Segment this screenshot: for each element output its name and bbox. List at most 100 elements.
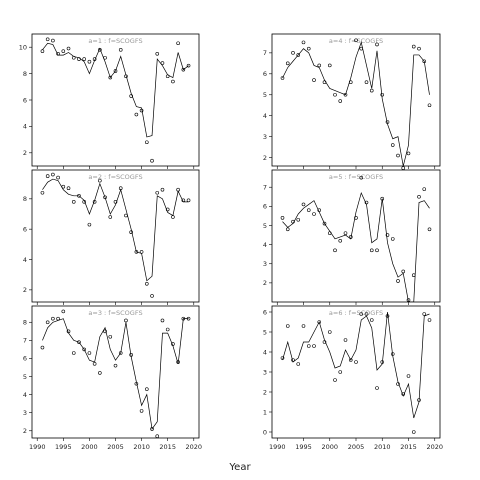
panel-6-ytick-label-5: 5 xyxy=(263,328,267,336)
panel-5-fit-line xyxy=(42,318,189,430)
panel-6-point-20 xyxy=(385,314,390,318)
panel-5-point-9 xyxy=(87,351,92,355)
panel-6-point-10 xyxy=(333,378,337,382)
panel-4-ytick-label-1: 3 xyxy=(263,260,267,268)
panel-6-point-19 xyxy=(380,360,385,364)
panel-6-point-2 xyxy=(291,358,295,362)
panel-6-point-4 xyxy=(301,324,306,328)
panel-6-title: a=6 : f=SCOGFS xyxy=(329,309,383,317)
panel-3: a=2 : f=SCOGFS 2 4 6 8 xyxy=(23,169,200,305)
panel-5-point-21 xyxy=(150,427,154,431)
x-axis-title: Year xyxy=(228,462,251,473)
panel-1-ytick-label-1: 4 xyxy=(23,123,27,131)
panel-4-point-17 xyxy=(369,248,374,253)
panel-2-point-7 xyxy=(317,63,322,68)
panel-1-point-18 xyxy=(134,112,139,117)
panel-1-point-27 xyxy=(181,67,186,72)
panel-1-fit-line xyxy=(42,42,189,138)
panel-2-ytick-label-0: 2 xyxy=(263,154,267,162)
panel-4-point-2 xyxy=(291,219,295,224)
panel-6-xtick-label-3: 2005 xyxy=(348,443,365,451)
panel-4-point-28 xyxy=(427,227,432,232)
panel-4-point-25 xyxy=(411,273,416,278)
panel-4-title: a=5 : f=SCOGFS xyxy=(329,173,383,181)
panel-4-point-4 xyxy=(301,202,306,207)
panel-4-point-15 xyxy=(359,175,364,180)
panel-1-title: a=1 : f=SCOGFS xyxy=(88,37,142,45)
panel-4-point-13 xyxy=(348,235,353,239)
panel-5-ytick-label-1: 3 xyxy=(23,409,27,417)
panel-6-ytick-label-2: 2 xyxy=(263,388,267,396)
panel-3-point-25 xyxy=(171,215,175,219)
panel-5-xtick-label-5: 2015 xyxy=(159,443,176,451)
panel-6-point-21 xyxy=(390,352,395,356)
panel-6-point-16 xyxy=(364,312,369,316)
panel-4-point-10 xyxy=(333,248,337,253)
panel-6-point-23 xyxy=(401,392,406,396)
panel-5-point-3 xyxy=(56,316,60,321)
panel-5-point-14 xyxy=(113,363,118,368)
panel-6-ytick-label-3: 3 xyxy=(263,368,267,376)
panel-5-point-20 xyxy=(145,387,149,391)
panel-1-point-5 xyxy=(66,46,71,51)
panel-1-point-2 xyxy=(51,38,55,43)
panel-4-ytick-label-0: 2 xyxy=(263,279,267,287)
panel-5-xtick-label-2: 2000 xyxy=(81,443,98,451)
panel-2-ytick-label-1: 3 xyxy=(263,133,267,141)
panel-4: a=5 : f=SCOGFS 2 3 4 5 6 7 xyxy=(263,169,441,305)
panel-1-point-3 xyxy=(56,51,60,56)
panel-6-point-12 xyxy=(343,338,348,342)
panel-4-point-3 xyxy=(296,217,301,222)
panel-6-point-0 xyxy=(280,356,285,360)
panel-3-point-8 xyxy=(82,200,86,204)
panel-1-point-25 xyxy=(171,79,175,84)
panel-5-frame xyxy=(31,305,200,439)
panel-3-point-9 xyxy=(87,222,92,227)
panel-1-point-15 xyxy=(118,48,123,52)
panel-6-point-9 xyxy=(327,330,332,334)
panel-3-fit-line xyxy=(42,178,189,282)
panel-6-xtick-label-1: 1995 xyxy=(295,443,312,451)
panel-5-point-6 xyxy=(71,351,76,355)
panel-6-point-22 xyxy=(396,382,400,386)
panel-4-point-26 xyxy=(417,194,421,199)
panel-1-ytick-label-2: 6 xyxy=(23,96,27,104)
panel-2-ytick-label-3: 5 xyxy=(263,91,267,99)
panel-2-point-16 xyxy=(364,80,369,84)
panel-5-ytick-label-6: 8 xyxy=(23,319,27,327)
panel-5-point-11 xyxy=(98,371,102,375)
panel-5-point-19 xyxy=(139,409,144,413)
panel-2-point-13 xyxy=(348,80,353,84)
panel-3-point-3 xyxy=(56,175,60,180)
panel-1-ytick-label-3: 8 xyxy=(23,70,27,78)
panel-5-point-8 xyxy=(82,347,86,352)
panel-2-point-18 xyxy=(375,42,379,47)
panel-2-point-8 xyxy=(322,80,327,84)
panel-2-point-10 xyxy=(333,92,337,97)
panel-5-point-16 xyxy=(124,318,128,323)
panel-1-point-8 xyxy=(82,57,86,61)
panel-1-point-17 xyxy=(129,94,133,98)
panel-2-point-25 xyxy=(411,44,416,49)
panel-2-ytick-label-5: 7 xyxy=(263,49,267,57)
panel-4-point-20 xyxy=(385,233,390,237)
panel-5-point-23 xyxy=(160,318,165,323)
panel-6-xtick-label-5: 2015 xyxy=(400,443,417,451)
panel-3-ytick-label-3: 8 xyxy=(23,195,27,203)
panel-4-point-19 xyxy=(380,196,385,201)
panel-3-ytick-label-0: 2 xyxy=(23,286,27,294)
panel-1-point-20 xyxy=(145,140,149,145)
panel-6-ytick-label-0: 0 xyxy=(263,428,267,436)
panel-6-point-25 xyxy=(411,430,416,434)
panel-1-point-10 xyxy=(92,57,97,61)
panel-5-xtick-label-3: 2005 xyxy=(107,443,124,451)
panel-2-ytick-label-4: 6 xyxy=(263,70,267,78)
panel-4-point-12 xyxy=(343,231,348,235)
panel-3-point-17 xyxy=(129,230,133,235)
panel-1-point-6 xyxy=(71,55,76,60)
panel-1-point-19 xyxy=(139,108,144,113)
panel-4-point-11 xyxy=(338,238,343,243)
panel-3-point-18 xyxy=(134,250,139,254)
panel-3-point-20 xyxy=(145,281,149,286)
panel-5-ytick-label-0: 2 xyxy=(23,427,27,435)
